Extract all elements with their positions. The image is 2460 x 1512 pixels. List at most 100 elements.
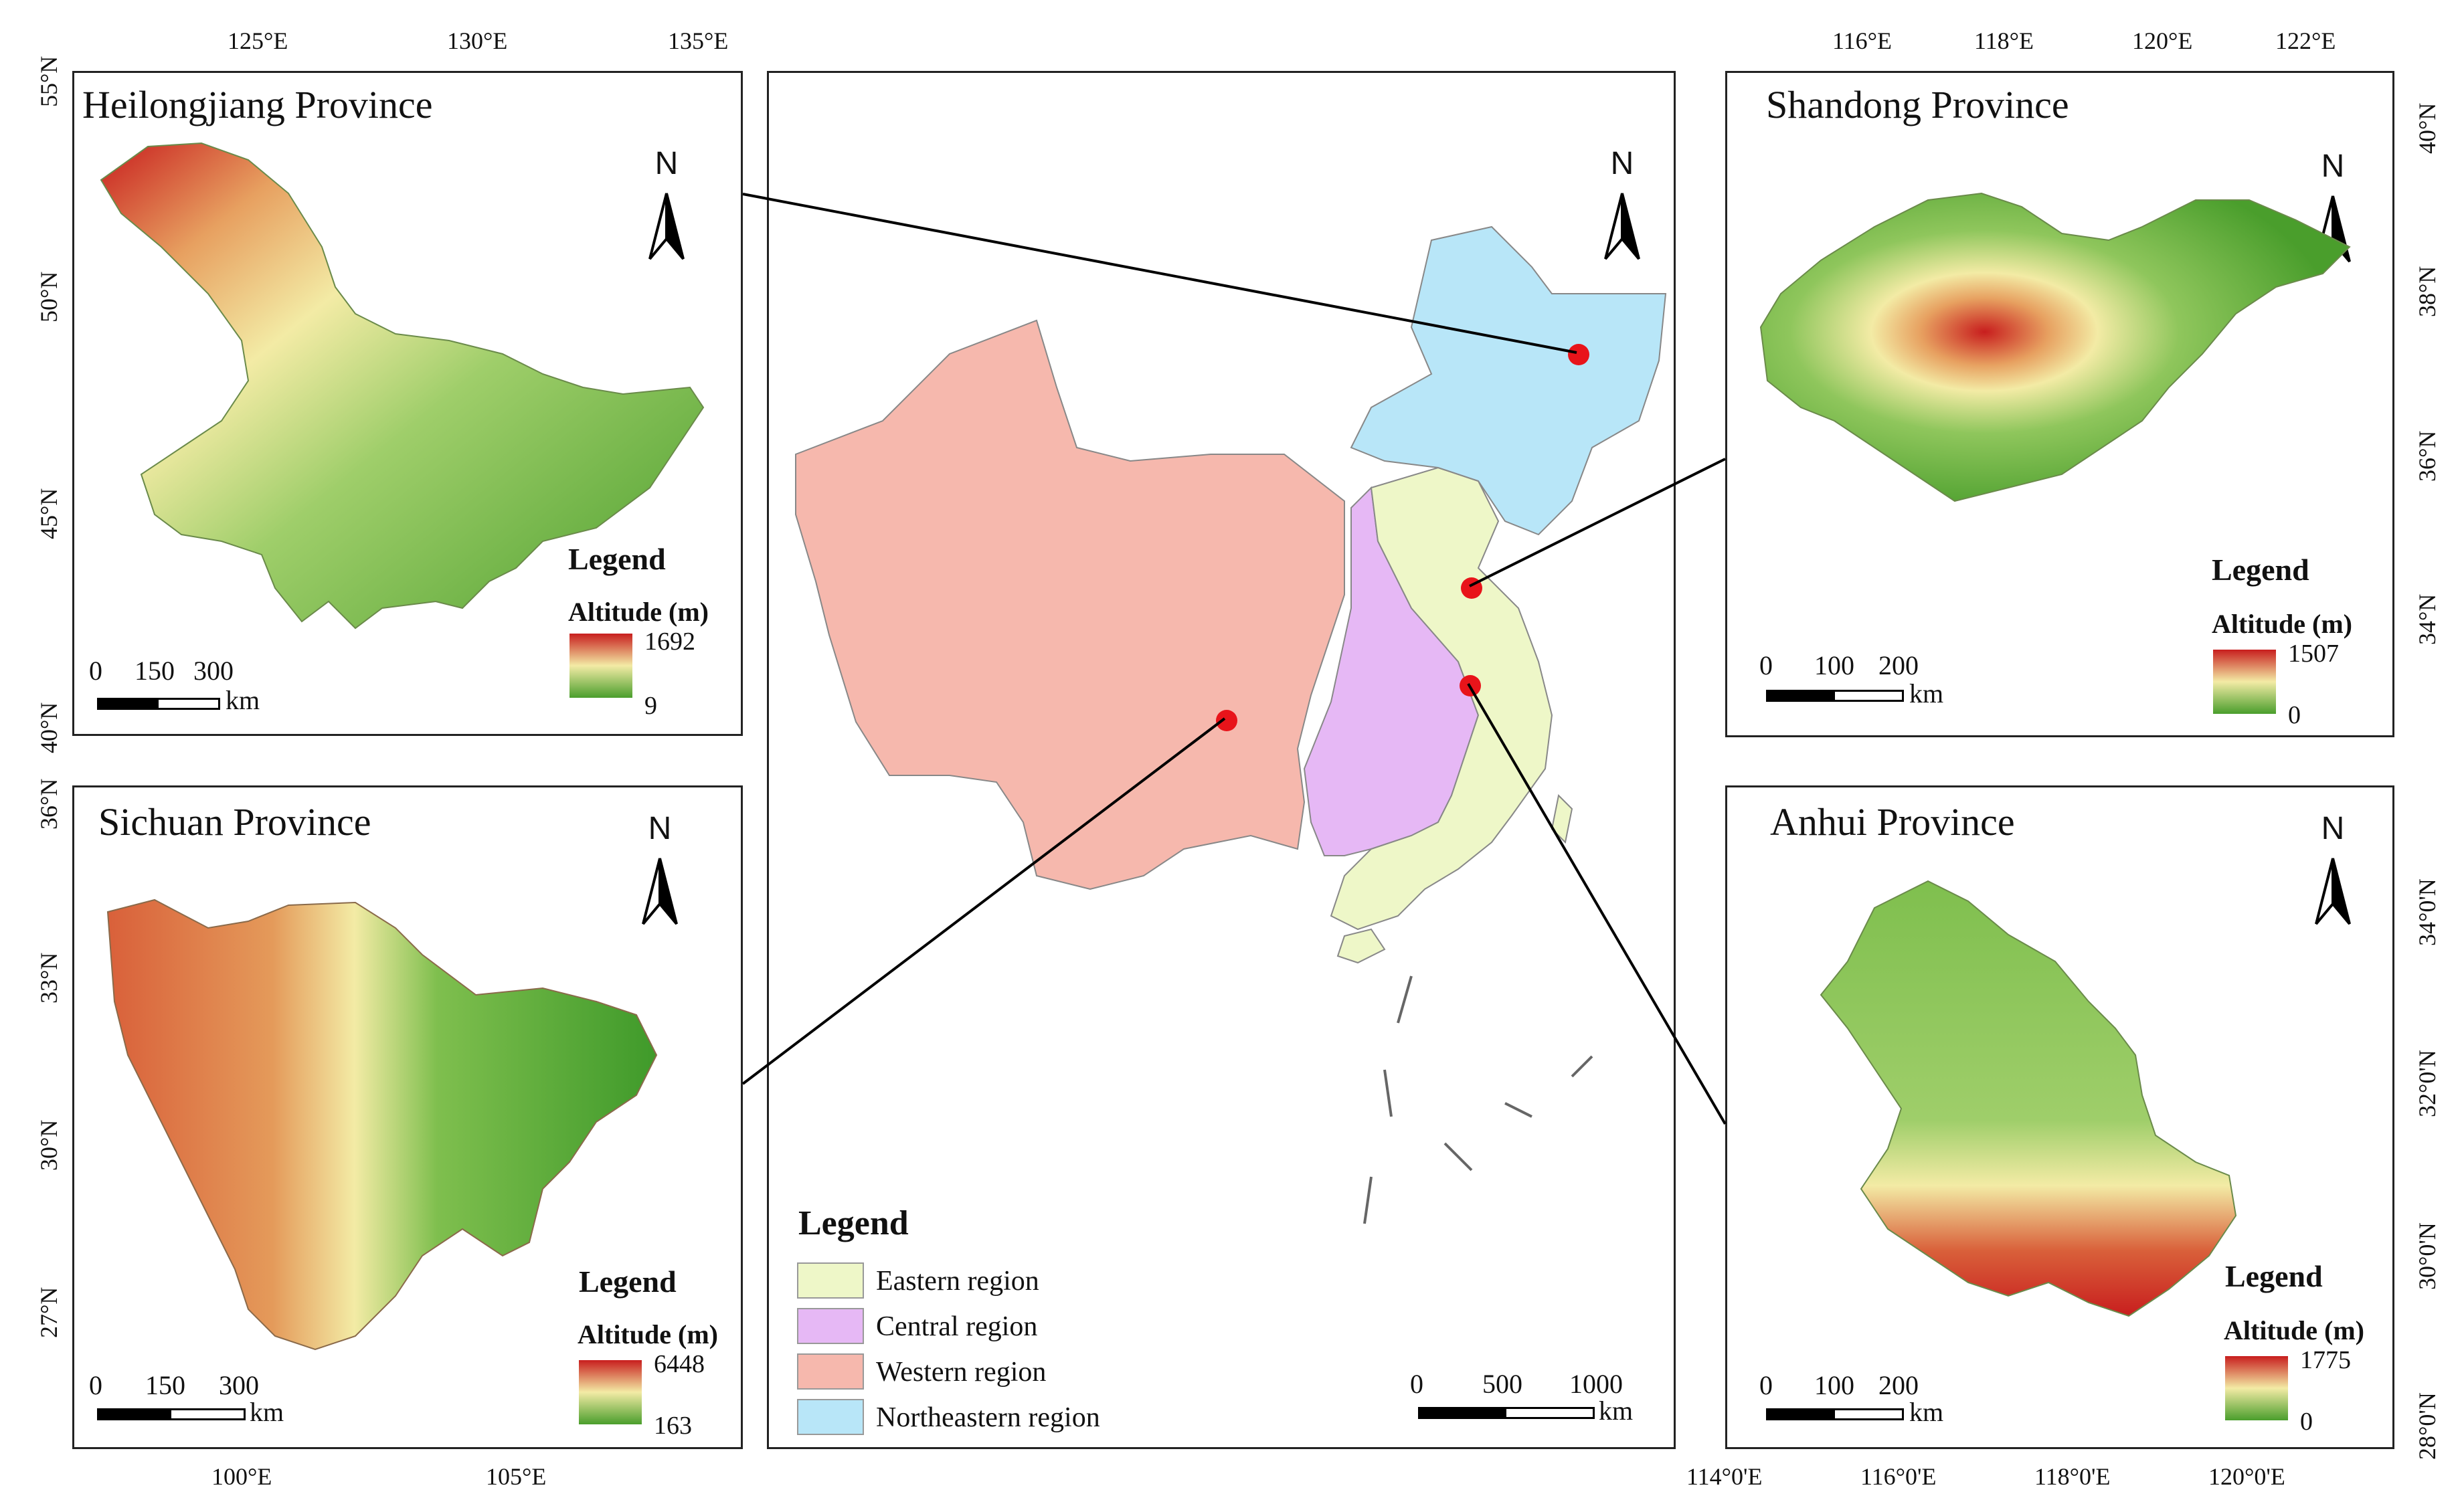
scale-label-0: 0: [1410, 1369, 1423, 1399]
altitude-min: 9: [644, 692, 657, 720]
scale-unit: km: [226, 685, 260, 715]
legend-swatch-western: [797, 1353, 864, 1390]
sichuan-elevation-map: [106, 899, 658, 1351]
altitude-max: 6448: [654, 1350, 705, 1378]
scale-label-2: 200: [1878, 1370, 1919, 1400]
panel-title: Sichuan Province: [98, 800, 371, 844]
legend-label-central: Central region: [876, 1311, 1038, 1342]
south-sea-dashes: [1363, 975, 1593, 1224]
scale-label-0: 0: [89, 1370, 102, 1400]
altitude-max: 1507: [2288, 640, 2339, 668]
scale-label-2: 300: [193, 656, 234, 686]
scale-label-1: 100: [1814, 650, 1854, 680]
scale-label-2: 200: [1878, 650, 1919, 680]
left-tick-45: 45°N: [35, 488, 62, 539]
left-tick-36: 36°N: [35, 778, 62, 830]
scale-label-1: 150: [145, 1370, 185, 1400]
panel-title: Heilongjiang Province: [82, 83, 433, 126]
left-tick-40: 40°N: [35, 702, 62, 753]
top-tick-125: 125°E: [228, 27, 288, 54]
left-tick-50: 50°N: [35, 271, 62, 322]
bottom-tick-105: 105°E: [486, 1463, 547, 1490]
legend-swatch-central: [797, 1308, 864, 1344]
scale-label-1: 100: [1814, 1370, 1854, 1400]
china-panel: N Legend Eastern region Central region W…: [767, 71, 1676, 1449]
top-tick-118: 118°E: [1974, 27, 2034, 54]
altitude-label: Altitude (m): [2224, 1315, 2364, 1345]
altitude-color-ramp: [2213, 650, 2276, 714]
panel-title: Shandong Province: [1766, 83, 2069, 126]
scale-unit: km: [1909, 678, 1944, 708]
right-tick-34: 34°N: [2414, 593, 2441, 645]
taiwan-island: [1551, 793, 1573, 844]
shandong-elevation-map: [1759, 192, 2351, 502]
altitude-label: Altitude (m): [568, 597, 709, 627]
top-tick-135: 135°E: [668, 27, 729, 54]
bottom-tick-116: 116°0'E: [1860, 1463, 1937, 1490]
anhui-panel: Anhui Province N Legend Altitude (m) 177…: [1725, 785, 2394, 1449]
bottom-tick-114: 114°0'E: [1686, 1463, 1763, 1490]
marker-shandong: [1461, 577, 1482, 599]
scale-label-0: 0: [1759, 650, 1773, 680]
north-label: N: [1610, 146, 1634, 181]
scale-unit: km: [250, 1397, 284, 1427]
scale-label-1: 500: [1482, 1369, 1522, 1399]
anhui-shape: [1820, 880, 2237, 1317]
altitude-color-ramp: [569, 634, 632, 698]
legend-title: Legend: [579, 1264, 677, 1299]
legend-swatch-eastern: [797, 1262, 864, 1299]
legend-title: Legend: [2225, 1259, 2323, 1293]
scale-unit: km: [1909, 1397, 1944, 1427]
marker-heilongjiang: [1568, 344, 1589, 365]
sichuan-panel: Sichuan Province N Legend Altitude (m) 6…: [72, 785, 743, 1449]
panel-title: Anhui Province: [1770, 800, 2015, 844]
north-arrow-icon: N: [2303, 810, 2363, 931]
altitude-color-ramp: [2225, 1356, 2288, 1420]
right-tick-32: 32°0'N: [2414, 1050, 2441, 1117]
legend-label-eastern: Eastern region: [876, 1266, 1039, 1297]
anhui-elevation-map: [1820, 880, 2237, 1317]
heilongjiang-shape: [100, 142, 705, 630]
legend-label-northeastern: Northeastern region: [876, 1402, 1100, 1433]
right-tick-30: 30°0'N: [2414, 1222, 2441, 1290]
altitude-max: 1775: [2300, 1346, 2351, 1374]
sichuan-shape: [106, 899, 658, 1351]
legend-swatch-northeastern: [797, 1399, 864, 1435]
hainan-island: [1336, 928, 1386, 964]
marker-anhui: [1460, 675, 1481, 696]
western-region: [795, 319, 1345, 890]
scale-label-2: 300: [219, 1370, 259, 1400]
north-label: N: [654, 146, 679, 181]
left-tick-30: 30°N: [35, 1119, 62, 1171]
altitude-color-ramp: [579, 1360, 642, 1424]
altitude-max: 1692: [644, 628, 695, 656]
scale-bar: [1418, 1407, 1595, 1419]
scale-bar: [1766, 1408, 1904, 1420]
north-arrow-icon: N: [630, 810, 690, 931]
scale-bar: [97, 698, 220, 710]
heilongjiang-panel: Heilongjiang Province N Legend Altitude …: [72, 71, 743, 736]
altitude-min: 0: [2300, 1408, 2313, 1436]
scale-label-0: 0: [1759, 1370, 1773, 1400]
top-tick-116: 116°E: [1832, 27, 1893, 54]
altitude-label: Altitude (m): [578, 1319, 718, 1349]
shandong-shape: [1759, 192, 2351, 502]
legend-title: Legend: [568, 542, 666, 576]
left-tick-33: 33°N: [35, 952, 62, 1004]
left-tick-55: 55°N: [35, 56, 62, 107]
left-tick-27: 27°N: [35, 1287, 62, 1338]
scale-bar: [1766, 690, 1904, 702]
top-tick-130: 130°E: [447, 27, 508, 54]
heilongjiang-elevation-map: [100, 142, 705, 630]
bottom-tick-120: 120°0'E: [2208, 1463, 2285, 1490]
right-tick-36: 36°N: [2414, 430, 2441, 482]
right-tick-28: 28°0'N: [2414, 1392, 2441, 1460]
altitude-label: Altitude (m): [2212, 609, 2352, 639]
north-label: N: [2321, 811, 2345, 846]
right-tick-38: 38°N: [2414, 266, 2441, 317]
bottom-tick-100: 100°E: [211, 1463, 272, 1490]
scale-bar: [97, 1408, 246, 1420]
north-arrow-icon: N: [1592, 145, 1652, 266]
marker-sichuan: [1216, 710, 1237, 731]
north-label: N: [648, 811, 672, 846]
